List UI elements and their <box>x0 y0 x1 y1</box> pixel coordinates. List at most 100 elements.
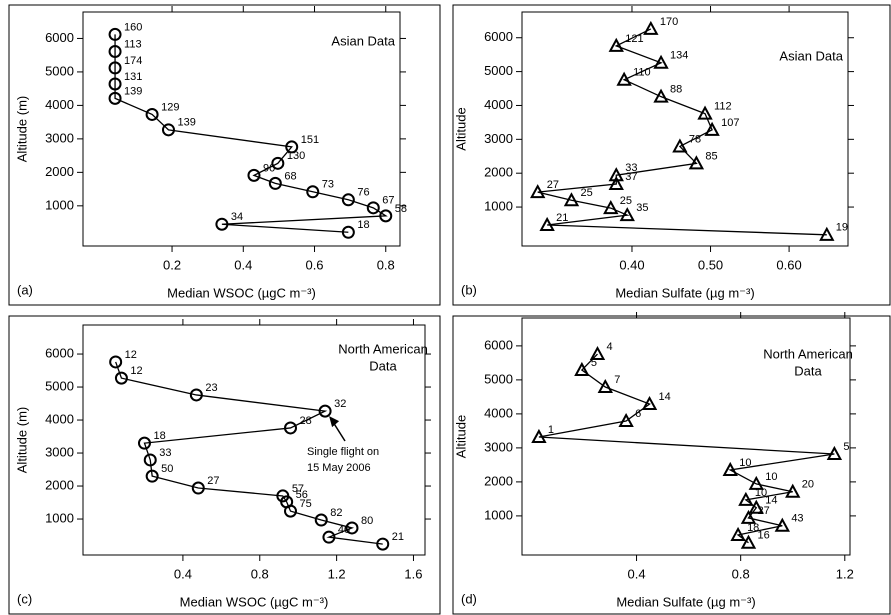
count-label: 134 <box>670 50 688 62</box>
x-tick-label: 0.4 <box>628 566 646 581</box>
marker <box>109 355 123 369</box>
marker <box>740 509 757 524</box>
y-tick-label: 5000 <box>45 63 74 78</box>
marker <box>376 537 390 551</box>
panel-label: (b) <box>461 282 477 297</box>
marker <box>608 167 624 182</box>
marker <box>108 77 122 91</box>
plot-frame <box>82 11 401 247</box>
count-label: 85 <box>705 150 717 162</box>
marker <box>161 123 175 137</box>
marker <box>774 517 791 532</box>
marker <box>284 504 298 518</box>
count-label: 57 <box>292 483 304 495</box>
count-label: 131 <box>124 71 142 83</box>
marker <box>322 530 336 544</box>
count-label: 21 <box>392 531 404 543</box>
y-tick-label: 5000 <box>45 378 74 393</box>
marker <box>215 217 229 231</box>
count-label: 10 <box>755 487 767 499</box>
count-label: 80 <box>361 515 373 527</box>
count-label: 7 <box>614 374 620 386</box>
marker <box>641 395 658 411</box>
panel-note: Data <box>794 363 822 378</box>
count-label: 160 <box>124 21 142 33</box>
panel-frame <box>452 4 891 306</box>
y-tick-label: 2000 <box>484 473 513 488</box>
x-tick-label: 1.2 <box>328 566 346 581</box>
y-axis-label: Altitude <box>453 107 468 150</box>
y-tick-label: 1000 <box>45 510 74 525</box>
y-tick-label: 1000 <box>484 198 513 213</box>
marker <box>618 412 634 428</box>
count-label: 12 <box>125 349 137 361</box>
marker <box>785 483 801 498</box>
marker <box>318 404 332 418</box>
x-axis-label: Median Sulfate (µg m⁻³) <box>615 285 754 300</box>
count-label: 25 <box>620 195 632 207</box>
y-tick-label: 3000 <box>484 131 513 146</box>
count-label: 4 <box>606 341 612 353</box>
panel-note: North American <box>338 341 428 356</box>
y-tick-label: 5000 <box>484 63 513 78</box>
annotation: Single flight on <box>307 446 379 458</box>
marker <box>653 88 669 103</box>
marker <box>748 499 764 514</box>
count-label: 16 <box>757 530 769 542</box>
count-label: 20 <box>802 479 814 491</box>
panel-frame <box>452 315 891 615</box>
marker <box>574 361 590 377</box>
marker <box>145 107 159 121</box>
count-label: 12 <box>130 365 142 377</box>
y-tick-label: 6000 <box>45 345 74 360</box>
x-tick-label: 0.8 <box>732 566 750 581</box>
marker <box>616 71 632 86</box>
count-label: 129 <box>161 101 179 113</box>
profile-line <box>114 34 388 233</box>
marker <box>730 526 746 541</box>
y-tick-label: 2000 <box>45 477 74 492</box>
count-label: 25 <box>580 187 592 199</box>
count-label: 73 <box>322 179 334 191</box>
marker <box>341 225 355 239</box>
panel-label: (a) <box>17 282 33 297</box>
count-label: 67 <box>382 195 394 207</box>
count-label: 6 <box>635 408 641 420</box>
marker <box>748 475 764 490</box>
marker <box>738 491 754 506</box>
count-label: 112 <box>714 100 732 112</box>
y-tick-label: 4000 <box>45 411 74 426</box>
panel-note: North American <box>763 346 853 361</box>
y-axis-label: Altitude (m) <box>14 96 29 162</box>
x-tick-label: 0.4 <box>174 566 192 581</box>
panel-label: (c) <box>17 591 32 606</box>
marker <box>603 199 619 215</box>
panel-label: (d) <box>461 591 477 606</box>
marker <box>672 138 688 153</box>
annotation-arrow <box>332 421 346 442</box>
y-tick-label: 6000 <box>45 30 74 45</box>
marker <box>826 445 843 461</box>
count-label: 50 <box>161 463 173 475</box>
x-tick-label: 1.2 <box>836 566 854 581</box>
count-label: 27 <box>207 475 219 487</box>
y-tick-label: 1000 <box>45 197 74 212</box>
x-axis-label: Median Sulfate (µg m⁻³) <box>616 594 755 609</box>
count-label: 14 <box>659 391 671 403</box>
count-label: 58 <box>395 203 407 215</box>
count-label: 19 <box>836 222 848 234</box>
marker <box>284 421 298 435</box>
y-tick-label: 1000 <box>484 507 513 522</box>
count-label: 43 <box>791 513 803 525</box>
count-label: 90 <box>263 162 275 174</box>
count-label: 5 <box>591 357 597 369</box>
y-tick-label: 5000 <box>484 371 513 386</box>
marker <box>563 192 580 207</box>
count-label: 82 <box>330 507 342 519</box>
y-axis-label: Altitude (m) <box>14 407 29 473</box>
marker <box>137 436 151 450</box>
x-tick-label: 1.6 <box>404 566 422 581</box>
marker <box>530 184 546 199</box>
marker <box>341 193 355 207</box>
